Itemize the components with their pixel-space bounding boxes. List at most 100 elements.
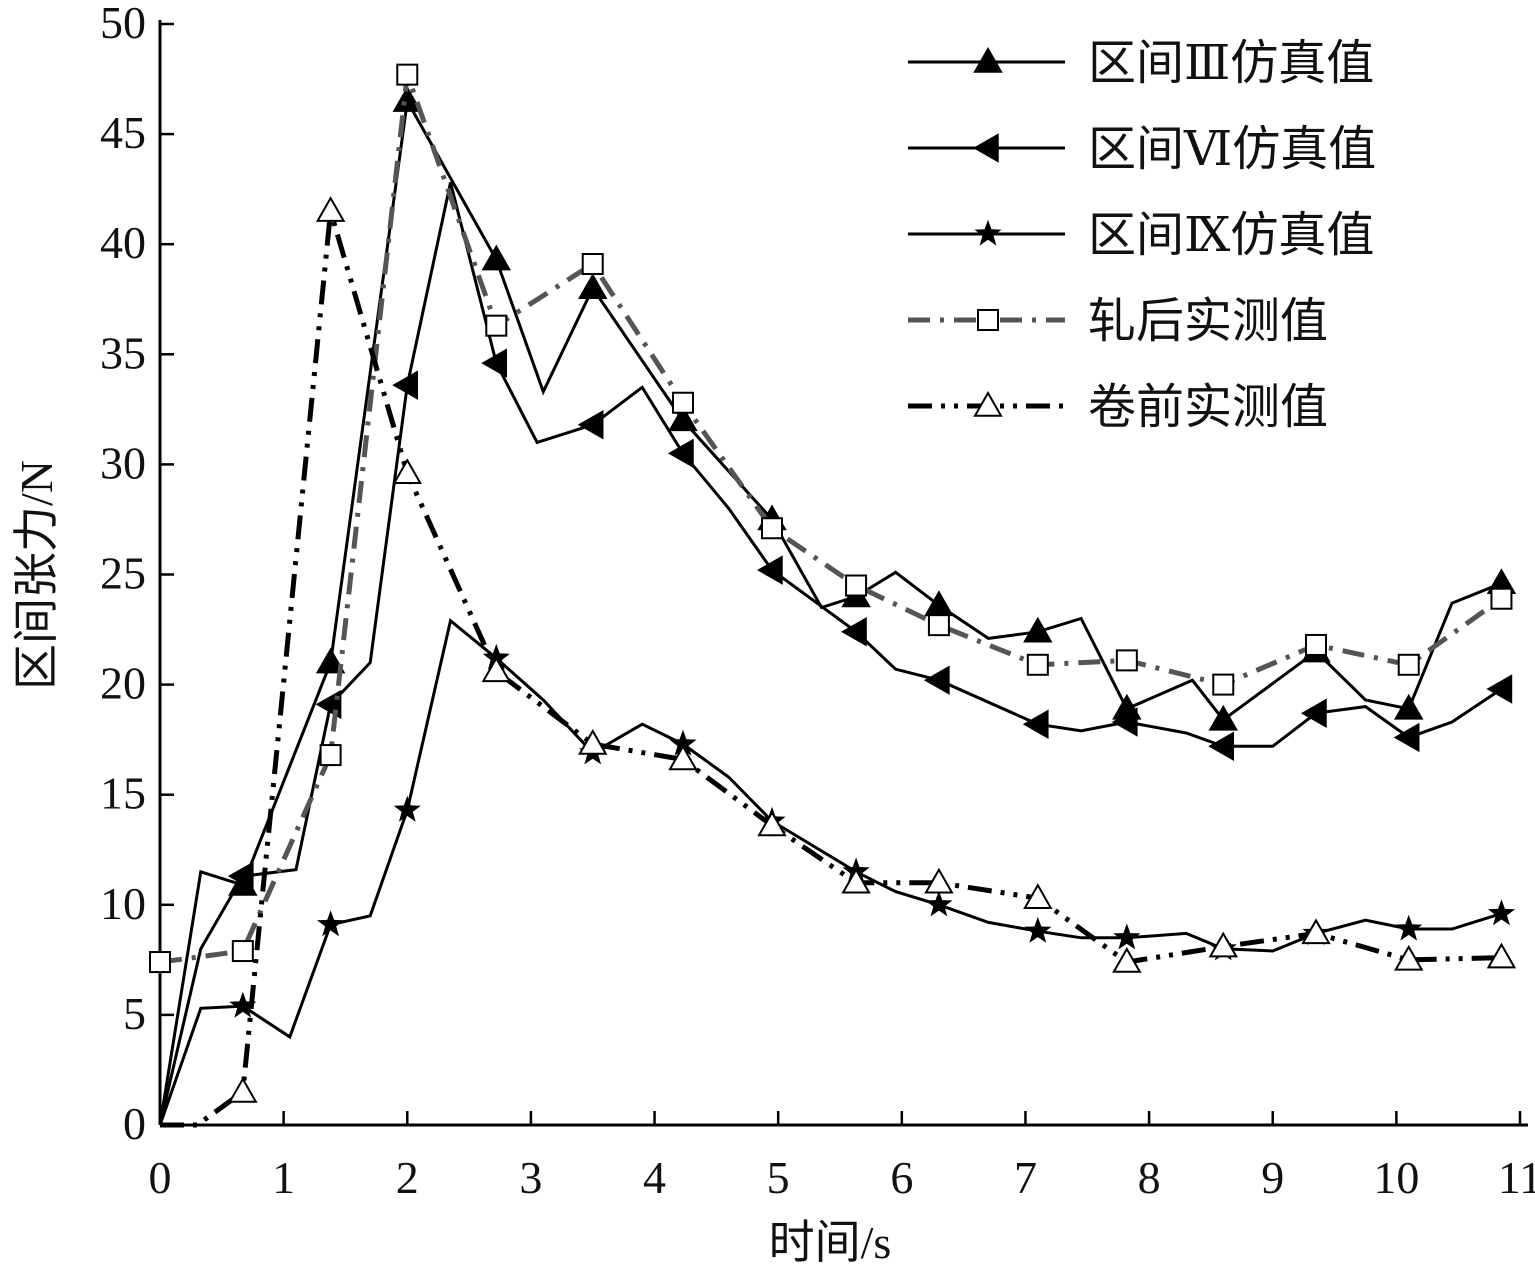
y-axis-title: 区间张力/N	[11, 460, 62, 690]
x-axis-title: 时间/s	[769, 1217, 892, 1268]
triangle-marker	[315, 196, 346, 222]
legend-entry: 卷前实测值	[908, 381, 1328, 434]
triangle-marker	[973, 390, 1003, 417]
series-4	[149, 63, 1513, 974]
star-marker	[1024, 916, 1052, 943]
x-tick-label: 4	[643, 1152, 666, 1203]
x-tick-label: 11	[1498, 1152, 1535, 1203]
star-marker	[1487, 899, 1516, 926]
triangle-marker	[392, 458, 422, 484]
legend-label: 区间Ⅲ仿真值	[1088, 37, 1374, 90]
triangle-marker	[924, 590, 954, 617]
triangle-marker	[757, 810, 787, 837]
square-marker	[396, 63, 419, 86]
square-marker	[485, 314, 508, 337]
y-tick-label: 25	[100, 548, 146, 599]
y-tick-label: 30	[100, 437, 146, 488]
left-triangle-marker	[1022, 709, 1049, 739]
left-triangle-marker	[1486, 674, 1513, 704]
y-tick-label: 40	[100, 217, 146, 268]
triangle-marker	[481, 244, 512, 271]
star-marker	[925, 890, 953, 917]
x-tick-label: 3	[519, 1152, 542, 1203]
left-triangle-marker	[756, 555, 783, 585]
square-marker	[231, 940, 254, 963]
x-tick-label: 1	[272, 1152, 295, 1203]
star-marker	[229, 991, 257, 1018]
series-line	[160, 210, 1502, 1128]
square-marker	[977, 309, 999, 331]
square-marker	[319, 744, 342, 767]
triangle-marker	[1208, 931, 1238, 958]
triangle-marker	[924, 867, 954, 894]
left-triangle-marker	[667, 438, 694, 469]
left-triangle-marker	[1300, 698, 1327, 728]
legend-label: 轧后实测值	[1088, 295, 1328, 348]
y-tick-label: 15	[100, 768, 146, 819]
square-marker	[1026, 653, 1049, 676]
star-marker	[317, 910, 345, 937]
triangle-marker	[1023, 883, 1053, 909]
legend-label: 卷前实测值	[1088, 381, 1328, 434]
square-marker	[671, 391, 694, 414]
triangle-marker	[1486, 942, 1517, 969]
star-marker	[974, 219, 1002, 246]
y-tick-label: 45	[100, 107, 146, 158]
left-triangle-marker	[923, 665, 950, 695]
square-marker	[1212, 673, 1235, 696]
legend-label: 区间Ⅸ仿真值	[1088, 209, 1374, 262]
y-tick-label: 50	[100, 0, 146, 48]
triangle-marker	[392, 86, 422, 112]
x-tick-label: 8	[1138, 1152, 1161, 1203]
triangle-marker	[668, 744, 698, 771]
left-triangle-marker	[972, 133, 999, 163]
x-tick-label: 10	[1373, 1152, 1419, 1203]
y-tick-label: 35	[100, 327, 146, 378]
x-tick-label: 7	[1014, 1152, 1037, 1203]
x-tick-label: 0	[149, 1152, 172, 1203]
y-tick-label: 5	[123, 988, 146, 1039]
y-tick-label: 0	[123, 1098, 146, 1149]
square-marker	[581, 253, 604, 276]
triangle-marker	[841, 867, 871, 894]
triangle-marker	[578, 273, 608, 299]
y-tick-label: 20	[100, 658, 146, 709]
square-marker	[761, 517, 783, 540]
x-tick-label: 2	[396, 1152, 419, 1203]
square-marker	[1115, 649, 1138, 672]
left-triangle-marker	[392, 370, 419, 400]
legend-entry: 区间Ⅵ仿真值	[908, 123, 1376, 176]
star-marker	[1113, 923, 1141, 950]
left-triangle-marker	[1393, 722, 1420, 753]
square-marker	[149, 951, 171, 974]
triangle-marker	[1301, 918, 1331, 945]
square-marker	[845, 574, 868, 597]
triangle-marker	[315, 647, 346, 674]
triangle-marker	[481, 656, 512, 683]
x-tick-label: 6	[890, 1152, 913, 1203]
triangle-marker	[668, 405, 698, 432]
legend-entry: 区间Ⅸ仿真值	[908, 209, 1374, 262]
left-triangle-marker	[1111, 707, 1138, 737]
left-triangle-marker	[577, 410, 604, 440]
star-marker	[393, 795, 421, 822]
series-line	[159, 73, 1503, 965]
y-tick-label: 10	[100, 878, 146, 929]
triangle-marker	[1023, 616, 1053, 643]
triangle-marker	[973, 46, 1003, 73]
left-triangle-marker	[841, 617, 867, 647]
series-2	[158, 182, 1513, 1126]
legend-label: 区间Ⅵ仿真值	[1088, 123, 1376, 176]
star-marker	[1395, 914, 1423, 941]
square-marker	[1490, 587, 1513, 610]
legend-entry: 轧后实测值	[908, 295, 1328, 348]
series-group	[149, 63, 1517, 1128]
x-tick-label: 5	[767, 1152, 790, 1203]
triangle-marker	[1394, 944, 1424, 971]
legend-entry: 区间Ⅲ仿真值	[908, 37, 1374, 90]
square-marker	[927, 614, 950, 637]
square-marker	[1397, 653, 1420, 676]
triangle-marker	[578, 729, 608, 755]
